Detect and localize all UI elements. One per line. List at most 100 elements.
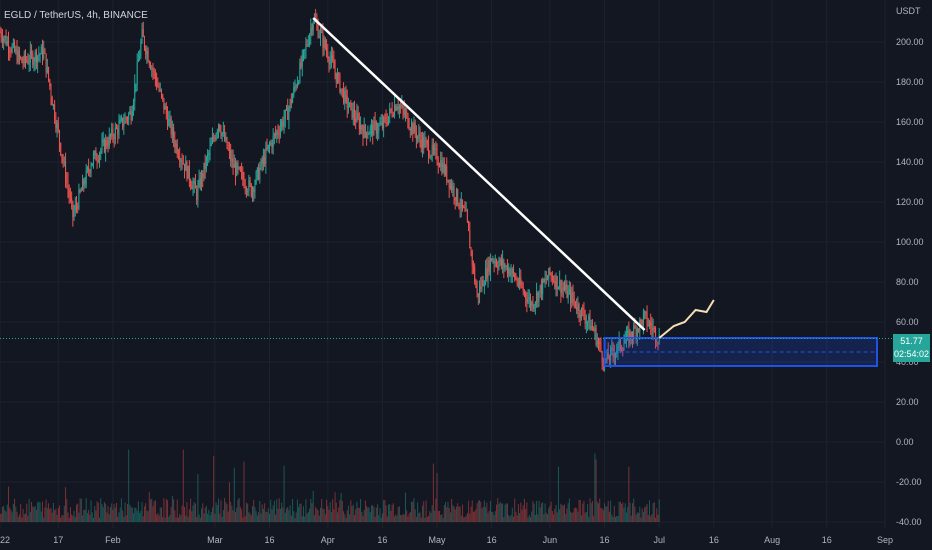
candle-body <box>28 62 30 64</box>
volume-bar <box>57 507 59 522</box>
candle-body <box>398 105 400 110</box>
volume-bar <box>431 505 433 522</box>
volume-bar <box>97 502 99 522</box>
candle-body <box>276 131 278 135</box>
candle-body <box>55 119 57 129</box>
volume-bar <box>635 514 637 522</box>
volume-bar <box>537 514 539 522</box>
candle-body <box>38 54 40 56</box>
volume-bar <box>556 512 558 522</box>
candle-body <box>514 273 516 279</box>
volume-bar <box>22 508 24 522</box>
volume-bar <box>193 502 195 522</box>
time-tick-label: 16 <box>377 535 387 545</box>
volume-bar <box>645 506 647 522</box>
volume-bar <box>290 515 292 522</box>
candle-body <box>124 117 126 124</box>
volume-bar <box>519 512 521 522</box>
volume-bar <box>494 511 496 522</box>
volume-bar <box>236 507 238 522</box>
candle-body <box>62 157 64 163</box>
volume-bar <box>103 502 105 522</box>
candle-body <box>73 211 75 217</box>
time-tick-label: Jun <box>543 535 558 545</box>
candle-body <box>136 61 138 84</box>
volume-bar <box>502 503 504 522</box>
candle-body <box>160 89 162 95</box>
candle-body <box>582 307 584 310</box>
candle-body <box>5 36 7 45</box>
volume-bar <box>441 514 443 522</box>
candle-body <box>203 162 205 179</box>
volume-bar <box>468 500 470 522</box>
candle-body <box>528 297 530 300</box>
candle-body <box>383 117 385 128</box>
candle-body <box>244 186 246 188</box>
candle-body <box>356 113 358 122</box>
candle-body <box>310 27 312 36</box>
candle-body <box>353 109 355 119</box>
volume-bar <box>423 501 425 522</box>
volume-bar <box>181 505 183 522</box>
candle-body <box>154 71 156 79</box>
volume-bar <box>43 517 45 522</box>
candle-body <box>652 327 654 331</box>
volume-bar <box>276 499 278 522</box>
candle-body <box>358 118 360 130</box>
volume-bar <box>215 502 217 522</box>
trendline <box>312 17 646 331</box>
volume-bar <box>395 514 397 522</box>
volume-bar <box>216 505 218 522</box>
candle-body <box>606 351 608 360</box>
volume-bar <box>599 498 601 522</box>
candle-body <box>545 278 547 281</box>
volume-bar <box>503 517 505 522</box>
candle-body <box>506 265 508 274</box>
candle-body <box>623 343 625 350</box>
volume-bar <box>616 515 618 522</box>
volume-bar <box>430 512 432 522</box>
volume-bar <box>228 482 230 522</box>
candle-body <box>494 261 496 264</box>
volume-bar <box>213 455 215 522</box>
candle-body <box>322 32 324 48</box>
candle-body <box>522 287 524 292</box>
volume-bar <box>492 511 494 522</box>
volume-bar <box>114 507 116 522</box>
volume-bar <box>523 498 525 522</box>
volume-bar <box>445 502 447 522</box>
candle-body <box>446 166 448 181</box>
price-tick-label: 100.00 <box>896 237 924 247</box>
candle-body <box>159 89 161 91</box>
candle-body <box>469 230 471 249</box>
candle-body <box>249 180 251 185</box>
candle-body <box>235 164 237 176</box>
volume-bar <box>60 517 62 522</box>
candle-body <box>91 163 93 166</box>
candle-body <box>452 186 454 191</box>
candle-body <box>237 163 239 168</box>
candle-body <box>79 190 81 192</box>
candle-body <box>510 273 512 276</box>
volume-bar <box>283 465 285 522</box>
candle-body <box>211 137 213 144</box>
candle-body <box>242 171 244 180</box>
candle-body <box>50 86 52 98</box>
volume-bar <box>489 500 491 522</box>
volume-bar <box>378 515 380 522</box>
candle-body <box>585 321 587 324</box>
volume-bar <box>191 511 193 522</box>
volume-bar <box>555 505 557 522</box>
volume-bar <box>488 510 490 522</box>
candle-body <box>607 351 609 360</box>
trendline-line <box>312 17 646 331</box>
volume-bar <box>160 507 162 522</box>
volume-bar <box>608 511 610 522</box>
volume-bar <box>638 512 640 522</box>
volume-bar <box>595 459 597 522</box>
volume-bar <box>225 502 227 522</box>
volume-bar <box>198 514 200 522</box>
volume-bar <box>188 509 190 522</box>
projection-path <box>658 299 715 339</box>
